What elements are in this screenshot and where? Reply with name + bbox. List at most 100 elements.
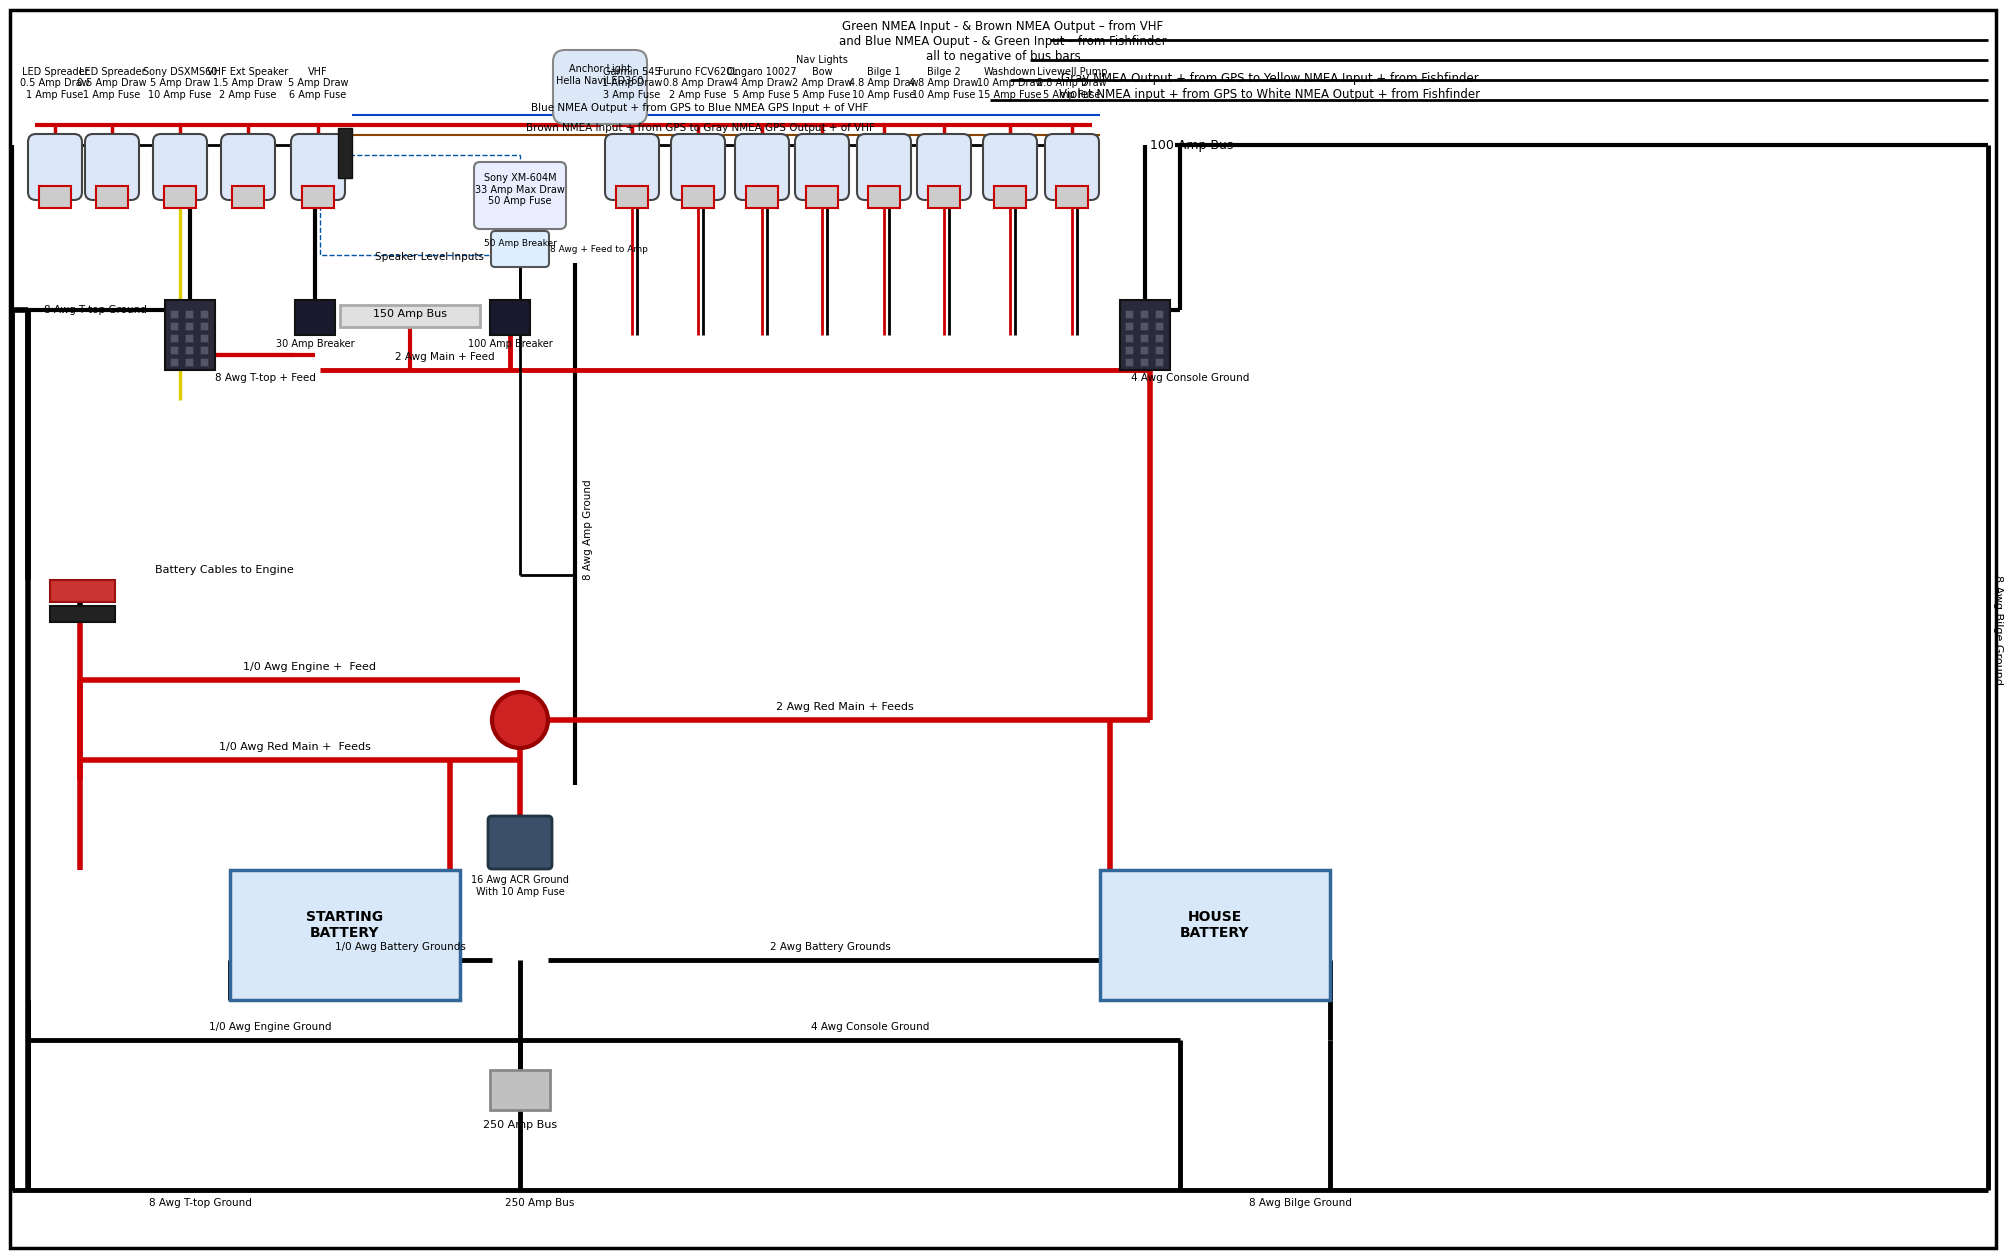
Bar <box>96 186 128 208</box>
Text: 1/0 Awg Battery Grounds: 1/0 Awg Battery Grounds <box>335 942 465 952</box>
Bar <box>295 299 335 335</box>
Bar <box>1155 359 1163 366</box>
Text: LED Spreader
0.5 Amp Draw
1 Amp Fuse: LED Spreader 0.5 Amp Draw 1 Amp Fuse <box>20 67 90 99</box>
Bar <box>164 186 196 208</box>
Bar <box>184 322 192 330</box>
Text: 2 Awg Main + Feed: 2 Awg Main + Feed <box>395 352 495 362</box>
Bar <box>746 186 778 208</box>
Bar <box>339 304 479 327</box>
Text: all to negative of bus bars: all to negative of bus bars <box>924 50 1081 63</box>
Bar <box>868 186 900 208</box>
Text: 1/0 Awg Engine Ground: 1/0 Awg Engine Ground <box>209 1021 331 1032</box>
Bar <box>184 359 192 366</box>
Text: 2 Awg Red Main + Feeds: 2 Awg Red Main + Feeds <box>776 702 914 712</box>
Bar <box>184 335 192 342</box>
FancyBboxPatch shape <box>487 816 551 869</box>
Text: Ongaro 10027
4 Amp Draw
5 Amp Fuse: Ongaro 10027 4 Amp Draw 5 Amp Fuse <box>728 67 796 99</box>
Text: Brown NMEA Input + from GPS to Gray NMEA GPS Output + of VHF: Brown NMEA Input + from GPS to Gray NMEA… <box>525 123 874 133</box>
Bar <box>489 1071 549 1110</box>
Text: Sony XM-604M
33 Amp Max Draw
50 Amp Fuse: Sony XM-604M 33 Amp Max Draw 50 Amp Fuse <box>475 174 565 206</box>
Bar <box>928 186 960 208</box>
Bar <box>1155 322 1163 330</box>
Text: 50 Amp Breaker: 50 Amp Breaker <box>483 239 555 248</box>
Bar <box>1119 299 1169 370</box>
Bar <box>170 322 178 330</box>
FancyBboxPatch shape <box>84 135 138 200</box>
Text: Blue NMEA Output + from GPS to Blue NMEA GPS Input + of VHF: Blue NMEA Output + from GPS to Blue NMEA… <box>531 103 868 113</box>
Bar <box>50 580 114 603</box>
FancyBboxPatch shape <box>291 135 345 200</box>
Bar <box>50 606 114 621</box>
Bar <box>170 346 178 353</box>
Bar <box>200 322 209 330</box>
Bar <box>184 346 192 353</box>
Bar <box>616 186 648 208</box>
Text: HOUSE
BATTERY: HOUSE BATTERY <box>1179 910 1249 940</box>
Text: Bilge 1
4.8 Amp Draw
10 Amp Fuse: Bilge 1 4.8 Amp Draw 10 Amp Fuse <box>848 67 918 99</box>
Bar <box>1155 309 1163 318</box>
Text: 8 Awg Amp Ground: 8 Awg Amp Ground <box>583 479 593 580</box>
FancyBboxPatch shape <box>670 135 724 200</box>
FancyBboxPatch shape <box>606 135 660 200</box>
FancyBboxPatch shape <box>916 135 970 200</box>
Bar <box>1125 346 1133 353</box>
Bar <box>200 359 209 366</box>
Bar <box>1155 335 1163 342</box>
Text: and Blue NMEA Ouput - & Green Input – from Fishfinder: and Blue NMEA Ouput - & Green Input – fr… <box>838 35 1167 48</box>
Text: Livewell Pump
2.8 Amp Draw
5 Amp Fuse: Livewell Pump 2.8 Amp Draw 5 Amp Fuse <box>1037 67 1107 99</box>
Bar <box>1139 346 1147 353</box>
Text: Violet NMEA input + from GPS to White NMEA Output + from Fishfinder: Violet NMEA input + from GPS to White NM… <box>1059 88 1480 101</box>
Bar <box>1125 359 1133 366</box>
Text: 8 Awg Bilge Ground: 8 Awg Bilge Ground <box>1993 575 2003 686</box>
Text: LED Spreader
0.5 Amp Draw
1 Amp Fuse: LED Spreader 0.5 Amp Draw 1 Amp Fuse <box>76 67 146 99</box>
Text: 8 Awg T-top Ground: 8 Awg T-top Ground <box>44 304 146 314</box>
Bar <box>682 186 714 208</box>
Bar <box>303 186 335 208</box>
Text: 250 Amp Bus: 250 Amp Bus <box>505 1198 573 1208</box>
FancyBboxPatch shape <box>28 135 82 200</box>
Bar <box>231 871 459 1000</box>
Bar <box>806 186 838 208</box>
Text: VHF Ext Speaker
1.5 Amp Draw
2 Amp Fuse: VHF Ext Speaker 1.5 Amp Draw 2 Amp Fuse <box>207 67 289 99</box>
Bar <box>164 299 215 370</box>
Text: 8 Awg Bilge Ground: 8 Awg Bilge Ground <box>1247 1198 1351 1208</box>
FancyBboxPatch shape <box>221 135 275 200</box>
FancyBboxPatch shape <box>473 162 565 229</box>
Bar <box>1139 309 1147 318</box>
Bar <box>1139 359 1147 366</box>
FancyBboxPatch shape <box>152 135 207 200</box>
Text: 8 Awg T-top + Feed: 8 Awg T-top + Feed <box>215 374 315 382</box>
Bar <box>1139 322 1147 330</box>
Text: 16 Awg ACR Ground
With 10 Amp Fuse: 16 Awg ACR Ground With 10 Amp Fuse <box>471 876 569 897</box>
Text: 150 Amp Bus: 150 Amp Bus <box>373 309 447 320</box>
FancyBboxPatch shape <box>982 135 1037 200</box>
Bar <box>1099 871 1329 1000</box>
Bar <box>38 186 70 208</box>
Text: 1/0 Awg Red Main +  Feeds: 1/0 Awg Red Main + Feeds <box>219 742 371 752</box>
Bar <box>489 299 529 335</box>
Bar <box>1125 309 1133 318</box>
FancyBboxPatch shape <box>856 135 910 200</box>
Text: 4 Awg Console Ground: 4 Awg Console Ground <box>810 1021 928 1032</box>
FancyBboxPatch shape <box>491 231 549 267</box>
FancyBboxPatch shape <box>794 135 848 200</box>
Text: 8 Awg + Feed to Amp: 8 Awg + Feed to Amp <box>549 244 648 254</box>
Text: 100 Amp Bus: 100 Amp Bus <box>1149 138 1233 151</box>
Text: Garmin 545
1 Amp Draw
3 Amp Fuse: Garmin 545 1 Amp Draw 3 Amp Fuse <box>602 67 662 99</box>
Text: 2 Awg Battery Grounds: 2 Awg Battery Grounds <box>770 942 890 952</box>
Bar <box>337 128 351 177</box>
Bar <box>170 309 178 318</box>
Text: Green NMEA Input - & Brown NMEA Output – from VHF: Green NMEA Input - & Brown NMEA Output –… <box>842 20 1163 33</box>
Bar <box>1125 335 1133 342</box>
FancyBboxPatch shape <box>1045 135 1099 200</box>
Bar <box>200 335 209 342</box>
Text: Anchor Light
Hella NaviLED360: Anchor Light Hella NaviLED360 <box>555 64 644 86</box>
Bar <box>1125 322 1133 330</box>
Text: 250 Amp Bus: 250 Amp Bus <box>483 1120 557 1130</box>
Circle shape <box>491 692 547 749</box>
Bar <box>1055 186 1087 208</box>
Text: Gray NMEA Output + from GPS to Yellow NMEA Input + from Fishfinder: Gray NMEA Output + from GPS to Yellow NM… <box>1061 72 1478 86</box>
Text: Sony DSXMS60
5 Amp Draw
10 Amp Fuse: Sony DSXMS60 5 Amp Draw 10 Amp Fuse <box>142 67 217 99</box>
Text: 30 Amp Breaker: 30 Amp Breaker <box>275 338 355 348</box>
Text: Furuno FCV620L
0.8 Amp Draw
2 Amp Fuse: Furuno FCV620L 0.8 Amp Draw 2 Amp Fuse <box>658 67 738 99</box>
